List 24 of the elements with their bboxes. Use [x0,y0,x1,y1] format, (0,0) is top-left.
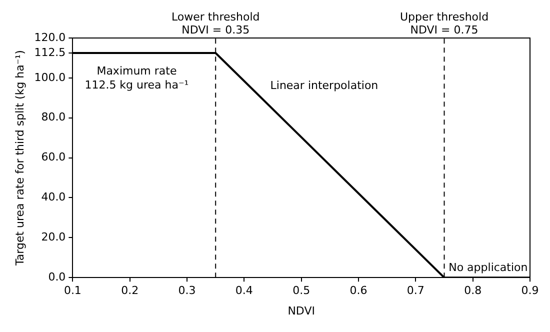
annotation: No application [448,260,528,274]
annotation: Linear interpolation [270,78,378,92]
annotation: Maximum rate 112.5 kg urea ha⁻¹ [84,64,189,92]
x-tick-label: 0.1 [64,284,82,298]
y-tick-label: 112.5 [34,46,66,59]
x-tick-label: 0.5 [292,284,310,298]
ref-line-label: Upper threshold NDVI = 0.75 [400,10,489,36]
x-tick-label: 0.7 [406,284,424,298]
x-tick-label: 0.4 [235,284,253,298]
x-tick-label: 0.3 [178,284,196,298]
x-tick-label: 0.2 [121,284,139,298]
y-tick-label: 20.0 [41,230,66,244]
ref-line-label: Lower threshold NDVI = 0.35 [171,10,260,36]
y-tick-label: 0.0 [48,270,66,284]
x-axis-title: NDVI [288,304,315,318]
y-tick-label: 60.0 [41,150,66,164]
x-tick-label: 0.6 [350,284,368,298]
y-tick-label: 80.0 [41,110,66,124]
x-tick-label: 0.9 [521,284,539,298]
y-axis-title: Target urea rate for third split (kg ha⁻¹) [13,50,26,267]
y-tick-label: 100.0 [34,70,66,84]
x-tick-label: 0.8 [464,284,482,298]
y-tick-label: 120.0 [34,30,66,44]
y-tick-label: 40.0 [41,190,66,204]
